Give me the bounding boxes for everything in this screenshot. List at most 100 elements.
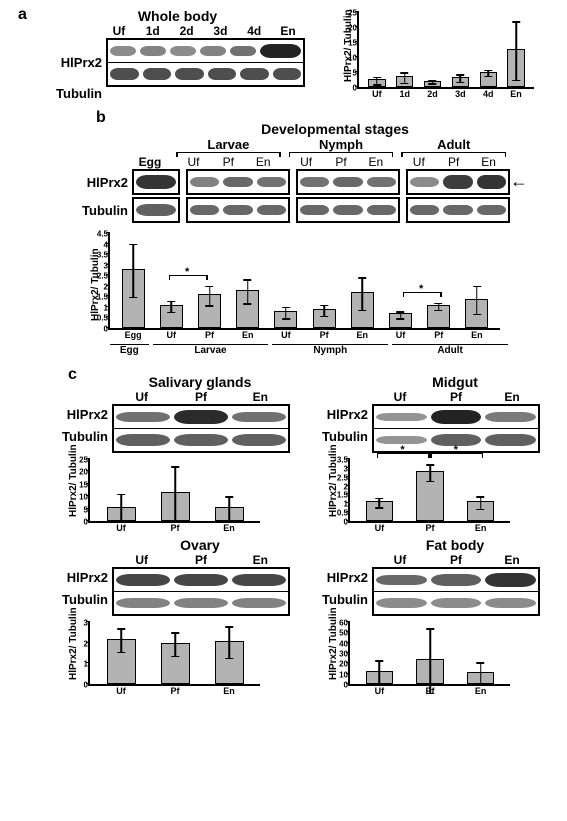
panel-b: b Developmental stages LarvaeNymphAdult … — [0, 101, 567, 356]
panel-a-label: a — [18, 6, 27, 24]
chart-group-label: Larvae — [153, 344, 269, 356]
blot-band — [200, 46, 226, 56]
blot-band — [367, 177, 396, 188]
tissue-title: Midgut — [370, 374, 540, 390]
stage-label: Larvae — [176, 137, 281, 152]
bar-uf: Uf — [354, 459, 405, 521]
blot-band — [477, 205, 506, 216]
blot-band — [260, 44, 301, 59]
panel-b-chart: 00.511.522.533.544.5EggUfPfEnUfPfEnUfPfE… — [108, 233, 500, 330]
lane-label: Uf — [102, 24, 136, 38]
chart-group-label: Adult — [392, 344, 508, 356]
panel-b-egg-label: Egg — [128, 155, 172, 169]
tissue-fb: Fat bodyUfPfEnHlPrx2TubulinHlPrx2/ Tubul… — [320, 537, 540, 686]
blot-band — [116, 598, 170, 608]
panel-b-title: Developmental stages — [160, 121, 510, 137]
tissue-sg: Salivary glandsUfPfEnHlPrx2TubulinHlPrx2… — [60, 374, 290, 523]
bar-egg: Egg — [114, 233, 152, 328]
blot-band — [232, 574, 286, 587]
bar-pf: Pf — [405, 459, 456, 521]
panel-a-chart: 0510152025Uf1d2d3d4dEn — [357, 12, 534, 89]
panel-a-title: Whole body — [50, 8, 305, 24]
panel-c-label: c — [68, 366, 77, 384]
blot-band — [410, 205, 439, 216]
blot-band — [232, 598, 286, 608]
panel-a-lanes: Uf1d2d3d4dEn — [102, 24, 305, 38]
blot-band — [110, 46, 136, 55]
blot-band — [431, 410, 482, 425]
blot-band — [300, 205, 329, 216]
panel-a-row1: HlPrx2 — [50, 55, 106, 70]
blot-band — [208, 68, 237, 80]
chart-group-label: Egg — [110, 344, 149, 356]
blot-band — [443, 205, 472, 216]
blot-band — [376, 598, 427, 607]
blot-band — [116, 412, 170, 423]
tissue-chart: 0510152025UfPfEn — [88, 459, 260, 523]
blot-band — [333, 177, 362, 188]
blot-band — [376, 413, 427, 422]
bar-en: En — [455, 622, 506, 684]
panel-c: c Salivary glandsUfPfEnHlPrx2TubulinHlPr… — [0, 356, 567, 696]
bar-en: En — [458, 233, 496, 328]
blot-band — [174, 410, 228, 424]
arrow-icon: ← — [510, 171, 528, 192]
stage-label: Adult — [401, 137, 506, 152]
blot-band — [136, 175, 176, 189]
blot-band — [170, 46, 196, 55]
lane-label: 3d — [203, 24, 237, 38]
blot-band — [485, 412, 536, 422]
panel-a: a Whole body Uf1d2d3d4dEn HlPrx2 Tubulin — [0, 0, 567, 101]
blot-band — [174, 574, 228, 587]
tissue-title: Ovary — [110, 537, 290, 553]
lane-label: 2d — [170, 24, 204, 38]
blot-band — [257, 177, 286, 188]
bar-en: En — [343, 233, 381, 328]
lane-label: 1d — [136, 24, 170, 38]
blot-band — [477, 175, 506, 189]
blot-band — [431, 574, 482, 585]
blot-band — [116, 574, 170, 587]
bar-pf: Pf — [190, 233, 228, 328]
tissue-mg: MidgutUfPfEnHlPrx2TubulinHlPrx2/ Tubulin… — [320, 374, 540, 523]
bar-uf: Uf — [354, 622, 405, 684]
bar-pf: Pf — [148, 459, 202, 521]
bar-pf: Pf — [305, 233, 343, 328]
bar-uf: Uf — [381, 233, 419, 328]
bar-en: En — [502, 12, 530, 87]
tissue-ov: OvaryUfPfEnHlPrx2TubulinHlPrx2/ Tubulin0… — [60, 537, 290, 686]
bar-uf: Uf — [267, 233, 305, 328]
blot-band — [333, 205, 362, 216]
blot-band — [232, 434, 286, 445]
blot-band — [376, 436, 427, 445]
tissue-title: Salivary glands — [110, 374, 290, 390]
blot-band — [175, 68, 204, 80]
bar-pf: Pf — [148, 622, 202, 684]
tissue-chart: 0123UfPfEn — [88, 622, 260, 686]
blot-band — [110, 68, 139, 80]
bar-pf: Pf — [405, 622, 456, 684]
blot-band — [485, 573, 536, 587]
blot-band — [431, 598, 482, 607]
panel-a-row2: Tubulin — [50, 86, 106, 101]
lane-label: 4d — [237, 24, 271, 38]
bar-uf: Uf — [363, 12, 391, 87]
blot-band — [223, 177, 252, 188]
lane-label: En — [271, 24, 305, 38]
bar-en: En — [202, 622, 256, 684]
blot-band — [300, 177, 329, 188]
bar-2d: 2d — [419, 12, 447, 87]
bar-uf: Uf — [152, 233, 190, 328]
blot-band — [136, 204, 176, 215]
blot-band — [232, 412, 286, 423]
bar-4d: 4d — [474, 12, 502, 87]
blot-band — [410, 177, 439, 186]
bar-pf: Pf — [420, 233, 458, 328]
blot-band — [223, 205, 252, 216]
blot-band — [116, 434, 170, 445]
blot-band — [367, 205, 396, 216]
blot-band — [140, 46, 166, 56]
blot-band — [485, 434, 536, 445]
blot-band — [273, 68, 302, 80]
panel-b-row2: Tubulin — [80, 203, 132, 218]
